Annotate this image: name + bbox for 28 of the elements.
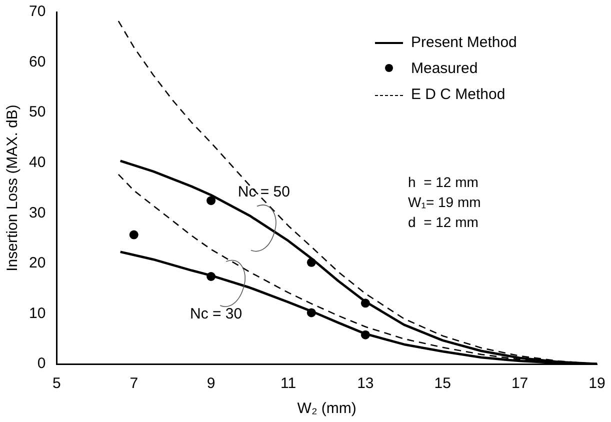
- y-tick-label: 0: [37, 355, 46, 372]
- y-axis-title: Insertion Loss (MAX. dB): [4, 104, 22, 272]
- legend-label: E D C Method: [411, 85, 506, 105]
- y-tick-label: 60: [28, 53, 46, 70]
- y-tick-label: 40: [28, 154, 46, 171]
- annotation: Nc = 50: [238, 184, 290, 201]
- x-tick-label: 15: [434, 375, 451, 392]
- x-tick-label: 19: [588, 375, 606, 392]
- annotation: d = 12 mm: [408, 213, 480, 232]
- y-tick-label: 20: [28, 254, 46, 272]
- annotation: W₁= 19 mm: [408, 193, 481, 212]
- point: [206, 196, 216, 206]
- x-tick-label: 13: [357, 375, 374, 392]
- x-tick-label: 7: [130, 375, 138, 392]
- x-tick-label: 11: [280, 375, 296, 392]
- annotation: Nc = 30: [190, 305, 242, 322]
- x-tick-label: 17: [511, 375, 528, 392]
- y-tick-label: 10: [28, 304, 46, 322]
- y-tick-label: 30: [28, 204, 46, 222]
- point: [129, 230, 138, 240]
- y-tick-label: 70: [28, 3, 46, 20]
- legend-label: Present Method: [411, 33, 517, 53]
- legend-label: Measured: [411, 59, 478, 79]
- x-tick-label: 9: [206, 375, 216, 392]
- x-axis-title: W₂ (mm): [297, 400, 356, 418]
- y-tick-label: 50: [28, 104, 46, 121]
- x-tick-label: 5: [52, 375, 61, 392]
- annotation: h = 12 mm: [408, 173, 480, 192]
